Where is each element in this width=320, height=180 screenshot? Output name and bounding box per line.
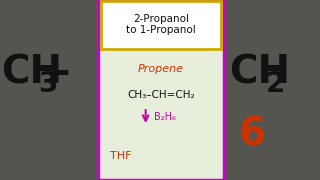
Bar: [98, 0, 224, 180]
Text: B₂H₆: B₂H₆: [154, 112, 175, 122]
Bar: [224, 0, 320, 180]
Bar: [101, 1, 221, 49]
Text: 6: 6: [238, 116, 265, 154]
Text: CH₃–CH=CH₂: CH₃–CH=CH₂: [127, 89, 195, 100]
Text: CH: CH: [229, 53, 290, 91]
Text: 2-Propanol
to 1-Propanol: 2-Propanol to 1-Propanol: [126, 14, 196, 35]
Text: THF: THF: [110, 151, 132, 161]
Text: Propene: Propene: [138, 64, 184, 74]
Text: CH: CH: [2, 53, 63, 91]
Text: –: –: [51, 53, 71, 91]
Text: 3: 3: [38, 70, 58, 98]
Text: 2: 2: [266, 70, 285, 98]
Bar: [0, 0, 98, 180]
